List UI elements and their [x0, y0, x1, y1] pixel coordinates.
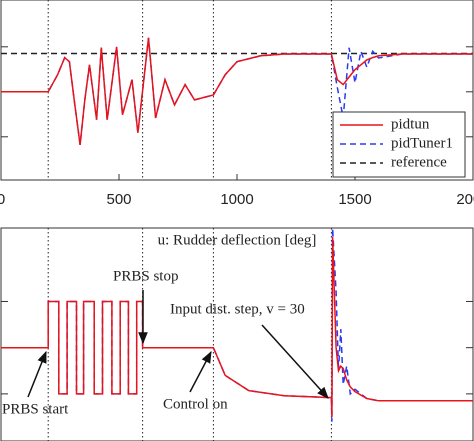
x-tick-label: 0	[0, 191, 5, 208]
series-line	[1, 236, 473, 418]
annotation: PRBS start	[2, 401, 69, 417]
plot-area: u: Rudder deflection [deg] PRBS stop Input…	[0, 227, 474, 441]
x-tick-label: 1000	[220, 191, 253, 208]
plot-area: 0 500 1000 1500 2000 pidtun pidTuner1 reference	[0, 0, 474, 208]
series-group	[1, 228, 473, 422]
series-line	[1, 37, 473, 145]
series-group	[1, 37, 473, 145]
annotation: Control on	[163, 396, 228, 412]
series-line	[1, 228, 473, 422]
annotation-arrow	[189, 350, 212, 393]
x-tick-label: 1500	[338, 191, 371, 208]
annotation: Input dist. step, v = 30	[170, 301, 305, 317]
legend-label: pidTuner1	[391, 135, 453, 151]
legend-label: reference	[391, 154, 447, 170]
legend-label: pidtun	[391, 116, 430, 132]
annotation-arrow	[261, 324, 329, 399]
subplot-title: u: Rudder deflection [deg]	[158, 232, 317, 248]
annotation-arrow	[27, 350, 47, 398]
annotation: PRBS stop	[113, 268, 178, 284]
plot-frame	[0, 227, 474, 441]
x-tick-label: 500	[106, 191, 131, 208]
x-tick-label: 2000	[456, 191, 474, 208]
legend: pidtun pidTuner1 reference	[332, 111, 466, 178]
